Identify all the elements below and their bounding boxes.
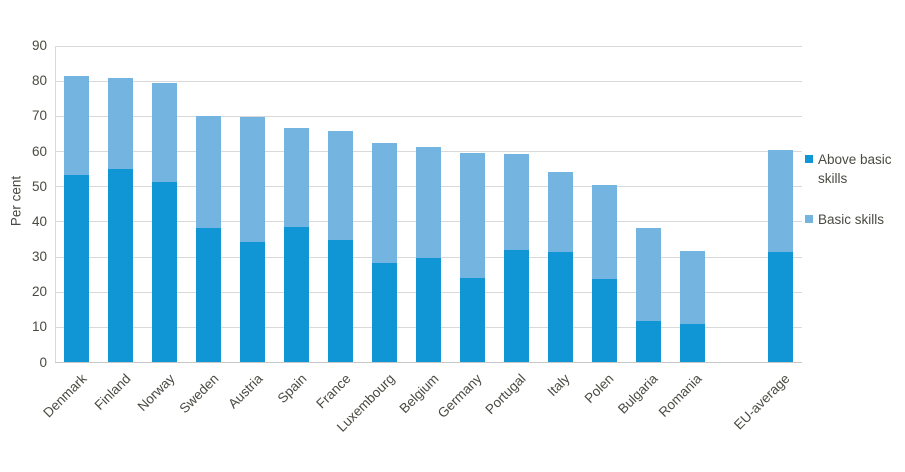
gridline-70 bbox=[55, 115, 802, 117]
segment-above-basic-skills-bulgaria bbox=[635, 320, 661, 363]
segment-above-basic-skills-norway bbox=[152, 182, 178, 363]
y-tick-label-70: 70 bbox=[31, 108, 47, 124]
segment-above-basic-skills-austria bbox=[240, 242, 266, 363]
bar-spain bbox=[284, 128, 310, 363]
bar-italy bbox=[547, 171, 573, 363]
bar-luxembourg bbox=[372, 143, 398, 363]
bar-belgium bbox=[416, 146, 441, 363]
bar-portugal bbox=[503, 153, 529, 363]
segment-above-basic-skills-italy bbox=[547, 252, 573, 363]
legend-swatch-above-basic-skills-icon bbox=[805, 155, 813, 163]
y-tick-label-60: 60 bbox=[31, 143, 47, 159]
segment-above-basic-skills-luxembourg bbox=[372, 263, 398, 363]
gridline-90 bbox=[55, 45, 802, 47]
y-tick-label-40: 40 bbox=[31, 213, 47, 229]
segment-basic-skills-finland bbox=[108, 78, 134, 170]
segment-above-basic-skills-polen bbox=[591, 279, 617, 363]
bar-polen bbox=[591, 185, 617, 363]
y-tick-label-10: 10 bbox=[31, 319, 47, 335]
legend-label-above-basic-skills: Above basic skills bbox=[818, 152, 892, 186]
legend-swatch-basic-skills-icon bbox=[805, 215, 813, 223]
segment-basic-skills-eu-average bbox=[767, 150, 793, 253]
segment-basic-skills-sweden bbox=[196, 116, 222, 229]
bar-denmark bbox=[64, 76, 90, 363]
segment-above-basic-skills-finland bbox=[108, 169, 134, 363]
segment-basic-skills-luxembourg bbox=[372, 143, 398, 264]
y-tick-label-50: 50 bbox=[31, 178, 47, 194]
segment-above-basic-skills-romania bbox=[679, 323, 705, 363]
segment-basic-skills-denmark bbox=[64, 76, 90, 176]
segment-basic-skills-romania bbox=[679, 250, 705, 324]
bar-france bbox=[328, 131, 354, 363]
segment-above-basic-skills-belgium bbox=[416, 258, 441, 363]
segment-above-basic-skills-sweden bbox=[196, 228, 222, 363]
segment-above-basic-skills-denmark bbox=[64, 175, 90, 363]
bar-austria bbox=[240, 117, 266, 363]
segment-basic-skills-belgium bbox=[416, 146, 441, 259]
segment-basic-skills-bulgaria bbox=[635, 228, 661, 321]
segment-basic-skills-polen bbox=[591, 185, 617, 280]
segment-basic-skills-spain bbox=[284, 128, 310, 227]
segment-above-basic-skills-spain bbox=[284, 226, 310, 363]
segment-above-basic-skills-germany bbox=[459, 277, 485, 363]
gridline-80 bbox=[55, 80, 802, 82]
y-tick-label-80: 80 bbox=[31, 73, 47, 89]
segment-basic-skills-austria bbox=[240, 117, 266, 243]
y-axis-line bbox=[55, 46, 56, 363]
segment-basic-skills-france bbox=[328, 131, 354, 240]
segment-basic-skills-italy bbox=[547, 171, 573, 253]
segment-above-basic-skills-eu-average bbox=[767, 252, 793, 363]
bar-finland bbox=[108, 78, 134, 363]
segment-above-basic-skills-portugal bbox=[503, 249, 529, 363]
y-tick-label-30: 30 bbox=[31, 249, 47, 264]
segment-basic-skills-portugal bbox=[503, 153, 529, 250]
bar-sweden bbox=[196, 116, 222, 363]
segment-above-basic-skills-france bbox=[328, 239, 354, 363]
bar-norway bbox=[152, 82, 178, 363]
y-tick-label-0: 0 bbox=[39, 354, 47, 370]
segment-basic-skills-norway bbox=[152, 82, 178, 183]
segment-basic-skills-germany bbox=[459, 153, 485, 278]
legend-item-above-basic-skills: Above basic skills bbox=[805, 150, 905, 188]
bar-germany bbox=[459, 153, 485, 363]
bar-romania bbox=[679, 250, 705, 363]
legend-item-basic-skills: Basic skills bbox=[805, 210, 905, 229]
y-tick-label-20: 20 bbox=[31, 284, 47, 300]
legend-label-basic-skills: Basic skills bbox=[818, 212, 885, 227]
y-tick-label-90: 90 bbox=[31, 38, 47, 53]
legend: Above basic skills Basic skills bbox=[805, 150, 905, 229]
bar-bulgaria bbox=[635, 228, 661, 363]
x-axis-line bbox=[55, 362, 802, 363]
bar-eu-average bbox=[767, 150, 793, 363]
